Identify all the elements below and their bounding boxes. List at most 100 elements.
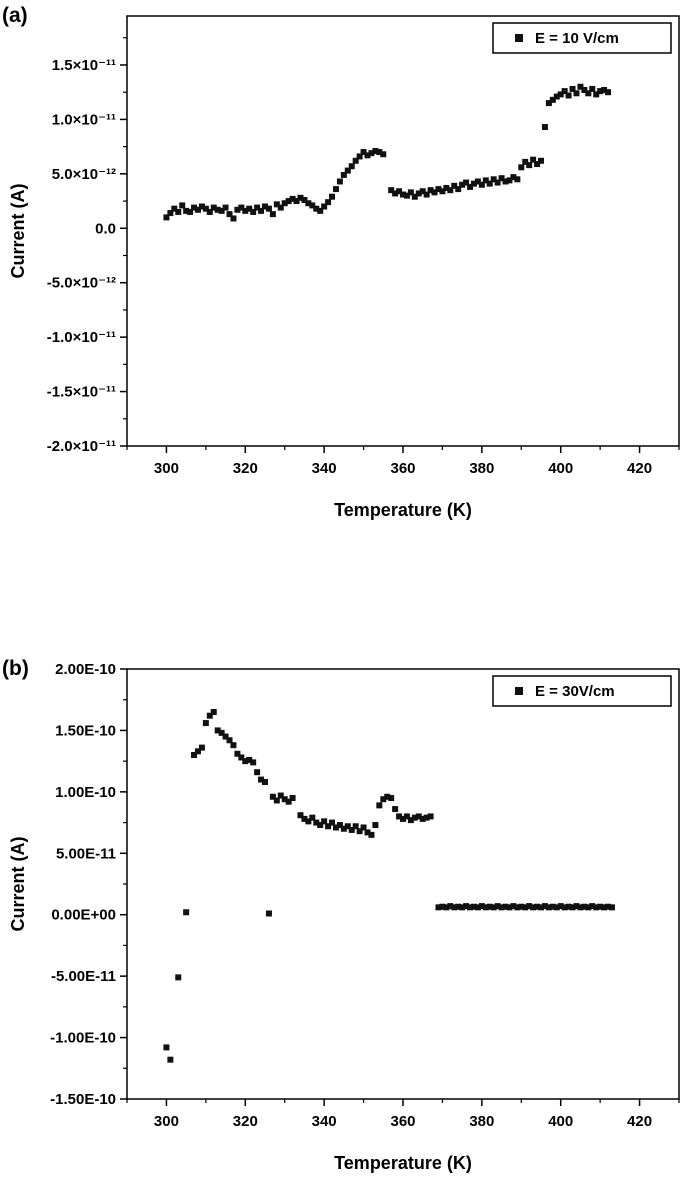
data-point [167, 1056, 174, 1063]
data-point [396, 813, 403, 820]
data-point [573, 903, 580, 910]
data-point [285, 198, 292, 205]
x-tick-label: 380 [469, 1113, 494, 1130]
data-point [514, 904, 521, 911]
data-point [455, 186, 462, 193]
data-point [518, 164, 525, 171]
data-point [210, 709, 217, 715]
data-point [407, 189, 414, 196]
data-point [380, 151, 387, 158]
data-point [285, 798, 292, 805]
y-tick-label: -5.00E-11 [51, 968, 116, 985]
y-tick-label: 1.5×10⁻¹¹ [52, 57, 116, 74]
data-point [557, 91, 564, 98]
data-point [376, 802, 383, 809]
data-point [352, 823, 359, 830]
data-point [601, 87, 608, 94]
data-point [569, 85, 576, 92]
data-point [329, 819, 336, 826]
data-point [494, 179, 501, 186]
data-point [348, 163, 355, 170]
x-tick-label: 360 [390, 460, 415, 477]
data-point [577, 904, 584, 911]
data-point [202, 720, 209, 727]
data-point [530, 904, 537, 911]
data-point [364, 152, 371, 159]
data-point [309, 814, 316, 821]
y-tick-label: 1.00E-10 [55, 784, 116, 801]
x-tick-label: 340 [312, 460, 337, 477]
data-point [474, 178, 481, 185]
data-point [486, 180, 493, 187]
data-point [218, 207, 225, 214]
data-point [277, 204, 284, 211]
data-point [325, 199, 332, 206]
data-point [608, 904, 615, 911]
data-point [423, 814, 430, 821]
data-point [313, 205, 320, 212]
data-point [305, 200, 312, 207]
data-point [423, 191, 430, 198]
data-point [246, 756, 253, 763]
data-point [348, 826, 355, 833]
figure-gap [0, 530, 685, 653]
data-point [597, 903, 604, 910]
data-point [163, 1044, 170, 1051]
data-point [317, 822, 324, 829]
y-tick-label: -2.0×10⁻¹¹ [47, 438, 116, 455]
data-point [250, 208, 257, 215]
data-point [597, 88, 604, 95]
data-point [360, 824, 367, 831]
data-point [246, 205, 253, 212]
data-point [187, 208, 194, 215]
data-point [250, 759, 257, 766]
data-point [262, 779, 268, 786]
y-tick-label: -5.0×10⁻¹² [47, 275, 116, 292]
data-point [265, 205, 272, 212]
data-point [605, 89, 612, 96]
data-point [581, 903, 588, 910]
x-tick-label: 400 [548, 1113, 573, 1130]
data-point [325, 823, 332, 830]
y-tick-label: 0.0 [95, 220, 116, 237]
data-point [269, 211, 276, 218]
data-point [265, 910, 272, 917]
data-point [522, 904, 529, 911]
data-point [419, 188, 426, 195]
x-tick-label: 420 [627, 460, 652, 477]
data-point [486, 903, 493, 910]
data-point [534, 161, 541, 168]
data-point [293, 198, 300, 205]
data-points [163, 83, 612, 222]
data-point [262, 203, 268, 210]
data-point [447, 903, 454, 910]
data-point [443, 904, 450, 911]
data-point [191, 204, 198, 211]
data-point [514, 176, 521, 183]
data-point [538, 157, 544, 164]
y-tick-label: 1.0×10⁻¹¹ [52, 111, 116, 128]
data-point [510, 903, 517, 910]
data-point [202, 205, 209, 212]
data-point [522, 158, 529, 165]
data-point [301, 815, 308, 822]
data-point [605, 903, 612, 910]
data-point [344, 167, 351, 174]
data-point [474, 904, 481, 911]
data-point [163, 214, 170, 221]
data-point [585, 90, 592, 97]
data-point [238, 754, 245, 761]
x-axis-label: Temperature (K) [334, 1153, 472, 1173]
data-point [210, 204, 217, 211]
data-point [332, 824, 339, 831]
data-point [577, 83, 584, 90]
chart-b: (b) 300 320 340 360 380 400 420 2.00E-10 1.50E-1… [0, 653, 685, 1183]
x-tick-label: 300 [154, 1113, 179, 1130]
data-point [344, 823, 351, 830]
data-point [541, 124, 548, 131]
data-point [230, 742, 237, 749]
data-point [400, 815, 406, 822]
x-tick-label: 400 [548, 460, 573, 477]
data-point [175, 208, 182, 215]
data-point [502, 903, 509, 910]
